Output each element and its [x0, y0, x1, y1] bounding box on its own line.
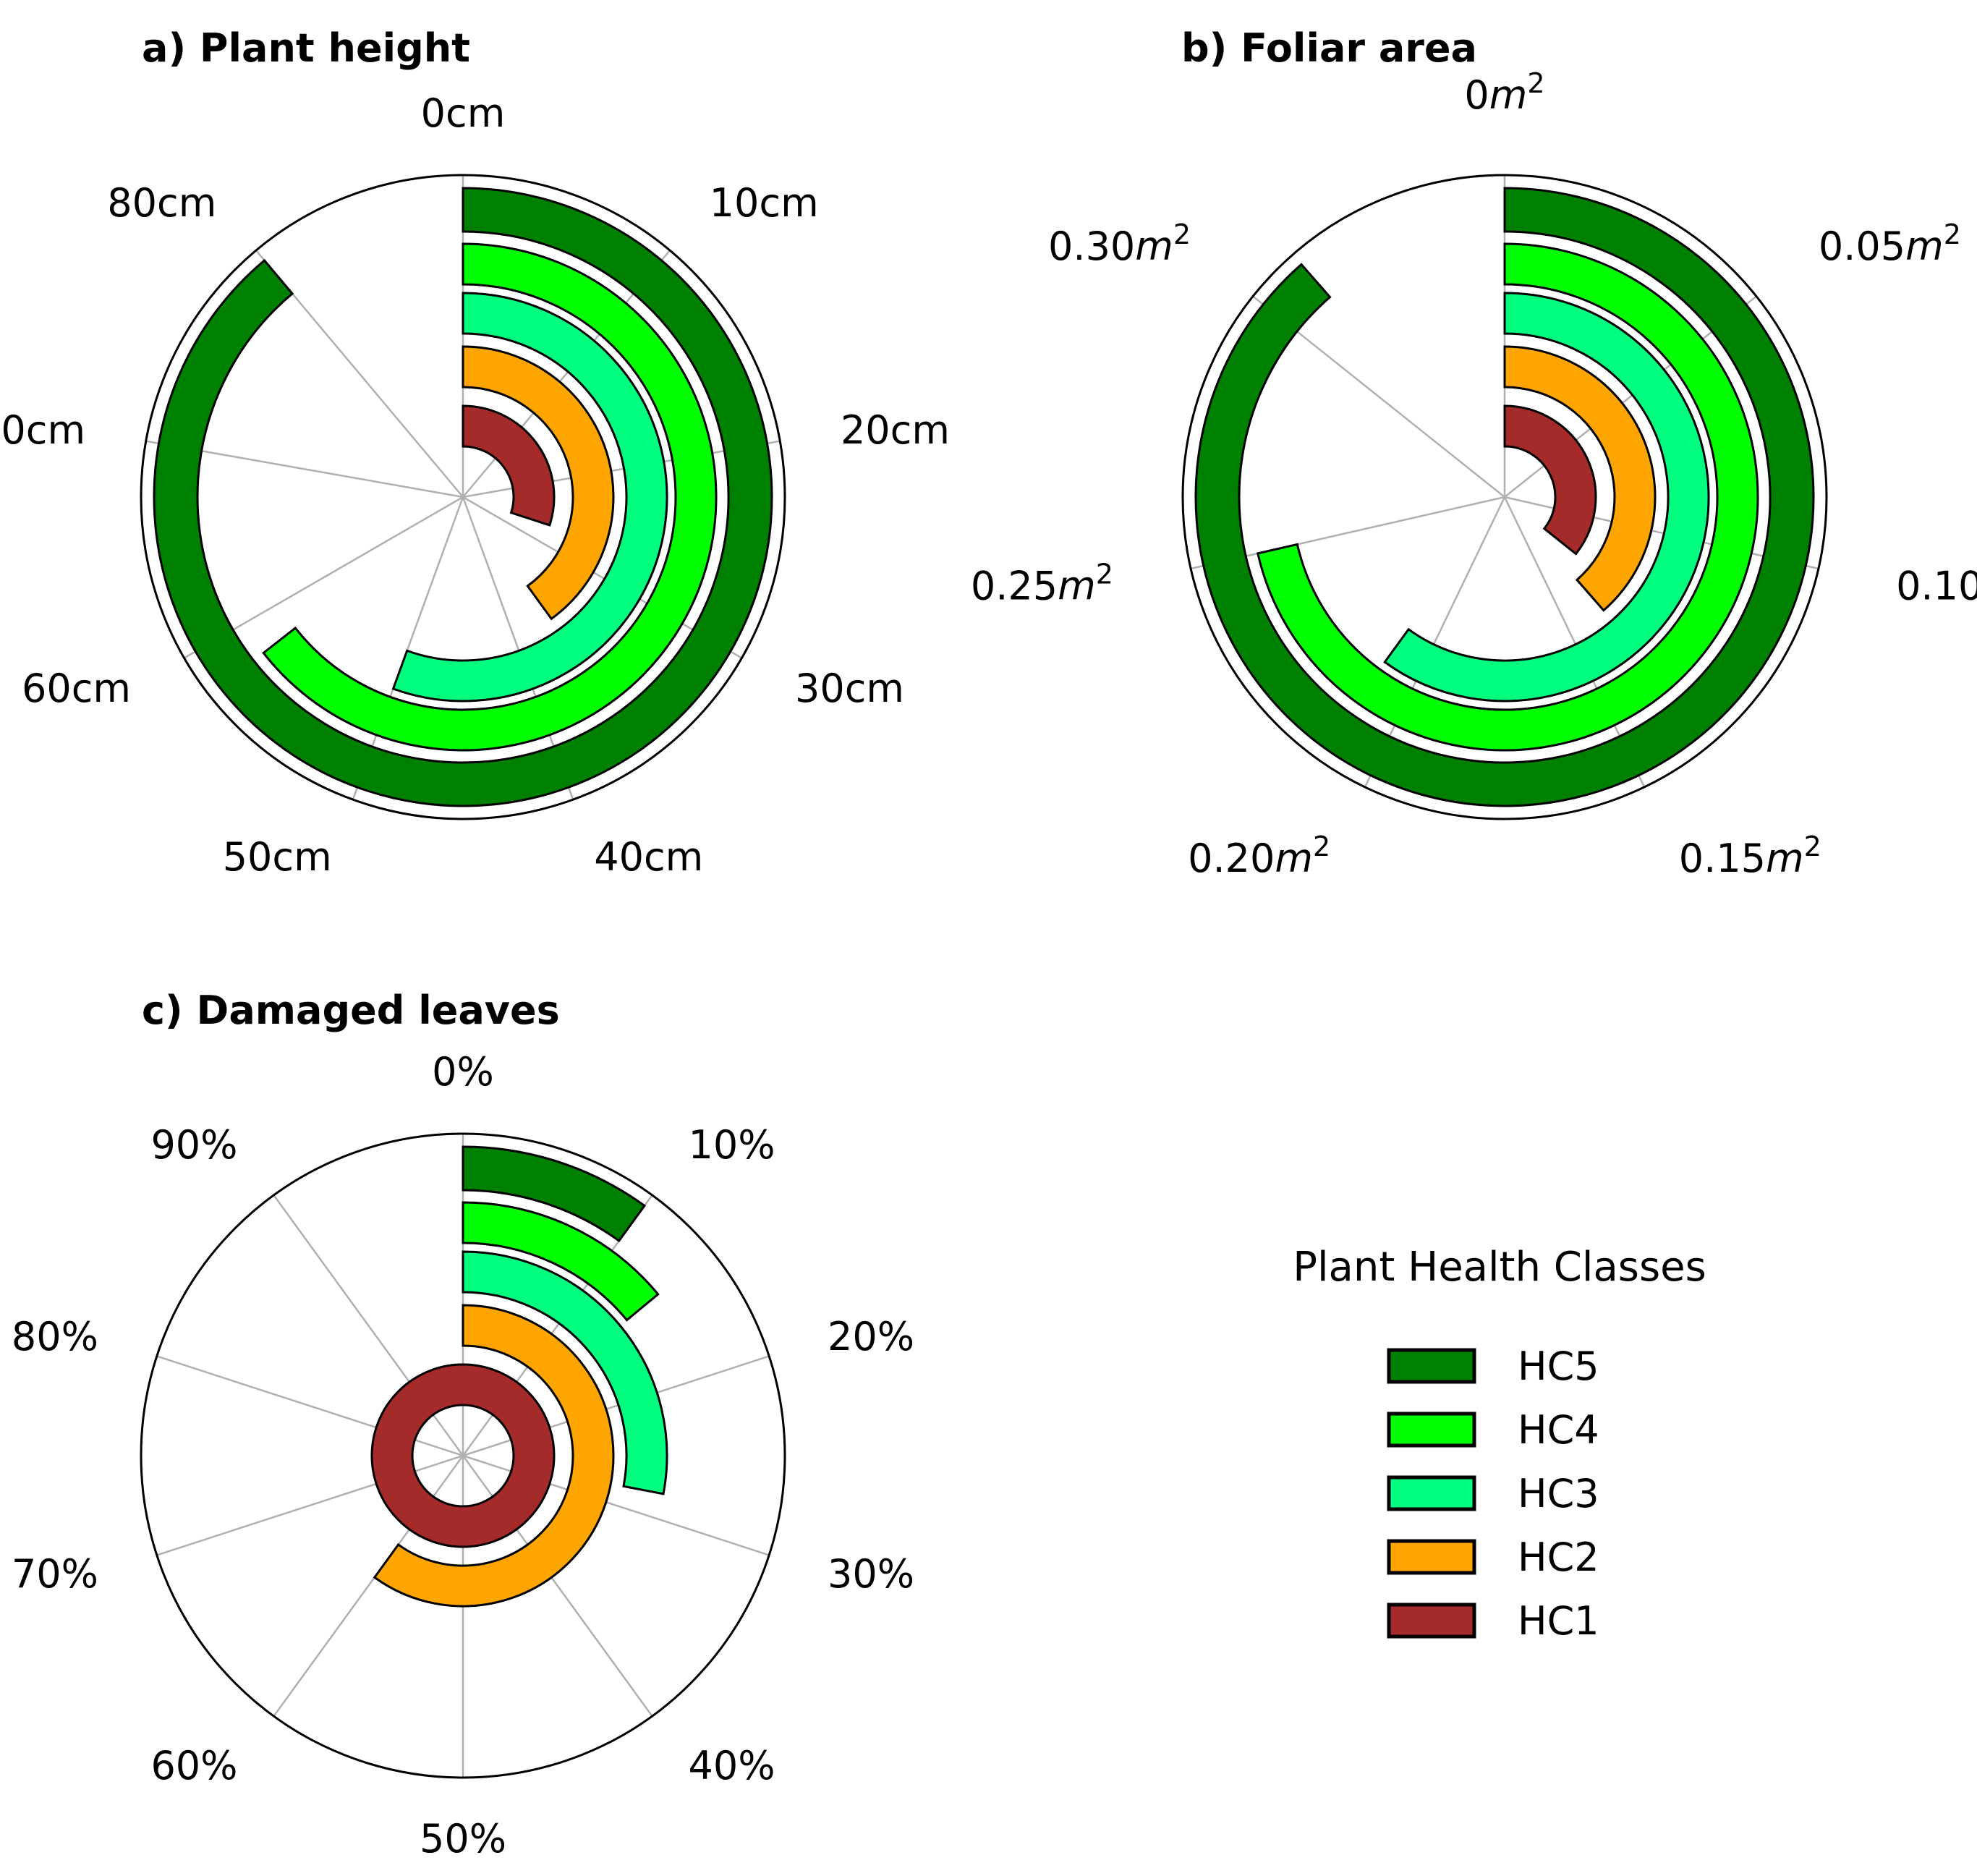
foliar-area-tick-label: 0.20m2: [1188, 831, 1330, 881]
legend-label-hc5: HC5: [1518, 1344, 1599, 1389]
foliar-area-frame: [1181, 174, 1828, 820]
foliar-area-bar-hc5: [1194, 187, 1815, 807]
damaged-leaves-tick-label: 30%: [828, 1551, 914, 1597]
plant-height-tick-label: 40cm: [594, 834, 703, 880]
legend-label-hc4: HC4: [1518, 1407, 1599, 1453]
damaged-leaves-tick-label: 90%: [150, 1122, 237, 1168]
plant-height-tick-label: 20cm: [841, 407, 950, 453]
legend-swatch-hc2: [1387, 1539, 1476, 1575]
damaged-leaves-bar-hc5: [462, 1145, 647, 1243]
plant-height-bar-hc5: [153, 187, 773, 807]
plant-height-bar-hc3: [391, 292, 668, 703]
damaged-leaves-tick-label: 60%: [150, 1743, 237, 1788]
legend-label-hc3: HC3: [1518, 1471, 1599, 1516]
plant-height-tick-label: 60cm: [22, 666, 131, 711]
damaged-leaves-tick-label: 0%: [432, 1049, 494, 1095]
plant-height-tick-label: 80cm: [107, 180, 216, 226]
damaged-leaves-tick-label: 80%: [12, 1314, 98, 1359]
foliar-area-tick-label: 0.30m2: [1048, 218, 1191, 269]
plant-height-tick-label: 70cm: [0, 407, 85, 453]
damaged-leaves-bar-hc1-inner-edge: [411, 1404, 515, 1508]
foliar-area-tick-label: 0.15m2: [1679, 831, 1821, 881]
plant-height-bar-hc4: [262, 242, 718, 752]
legend-swatch-hc1: [1387, 1603, 1476, 1639]
damaged-leaves-bar-hc1: [372, 1364, 554, 1547]
plant-height-title: a) Plant height: [142, 25, 470, 71]
damaged-leaves-title: c) Damaged leaves: [142, 988, 560, 1033]
plant-height-bar-hc1: [462, 404, 556, 527]
foliar-area-bar-hc4: [1256, 242, 1759, 752]
damaged-leaves-bar-hc1-outer-edge: [370, 1363, 556, 1548]
legend-swatch-hc5: [1387, 1348, 1476, 1384]
plant-height-tick-label: 50cm: [223, 834, 332, 880]
damaged-leaves-frame: [140, 1132, 786, 1779]
plant-height-tick-label: 10cm: [710, 180, 819, 226]
damaged-leaves-bar-hc2: [373, 1304, 615, 1608]
damaged-leaves-tick-label: 50%: [420, 1816, 506, 1862]
legend-title: Plant Health Classes: [1293, 1244, 1706, 1291]
plant-height-tick-label: 30cm: [795, 666, 904, 711]
legend-label-hc2: HC2: [1518, 1535, 1599, 1580]
damaged-leaves-chart: c) Damaged leaves 0% 10% 20% 30% 40% 50% 60% 70…: [12, 988, 914, 1862]
foliar-area-tick-label: 0.05m2: [1819, 218, 1961, 269]
plant-height-tick-label: 0cm: [421, 90, 506, 136]
damaged-leaves-tick-label: 10%: [689, 1122, 775, 1168]
damaged-leaves-bar-hc4: [462, 1201, 660, 1322]
foliar-area-bar-hc2: [1503, 345, 1657, 612]
legend: Plant Health Classes HC5 HC4 HC3 HC2 HC1: [1293, 1244, 1706, 1644]
plant-height-chart: a) Plant height 0cm 10cm 20cm 30cm 40cm 50cm 6…: [0, 25, 950, 880]
legend-swatch-hc4: [1387, 1412, 1476, 1448]
damaged-leaves-tick-label: 40%: [689, 1743, 775, 1788]
damaged-leaves-tick-label: 70%: [12, 1551, 98, 1597]
foliar-area-bar-hc3: [1383, 292, 1710, 703]
damaged-leaves-tick-label: 20%: [828, 1314, 914, 1359]
foliar-area-title: b) Foliar area: [1181, 25, 1477, 71]
foliar-area-tick-label: 0.25m2: [971, 558, 1113, 608]
foliar-area-bar-hc1: [1503, 404, 1597, 556]
foliar-area-chart: b) Foliar area 0m2 0.05m2 0.10m2 0.15m2 0.20…: [971, 25, 1977, 881]
foliar-area-tick-label: 0m2: [1464, 67, 1544, 118]
plant-height-bar-hc2: [462, 345, 615, 621]
legend-label-hc1: HC1: [1518, 1598, 1599, 1644]
plant-height-frame: [140, 174, 786, 820]
foliar-area-tick-label: 0.10m2: [1896, 558, 1977, 608]
legend-swatch-hc3: [1387, 1475, 1476, 1511]
damaged-leaves-bar-hc3: [462, 1250, 668, 1495]
